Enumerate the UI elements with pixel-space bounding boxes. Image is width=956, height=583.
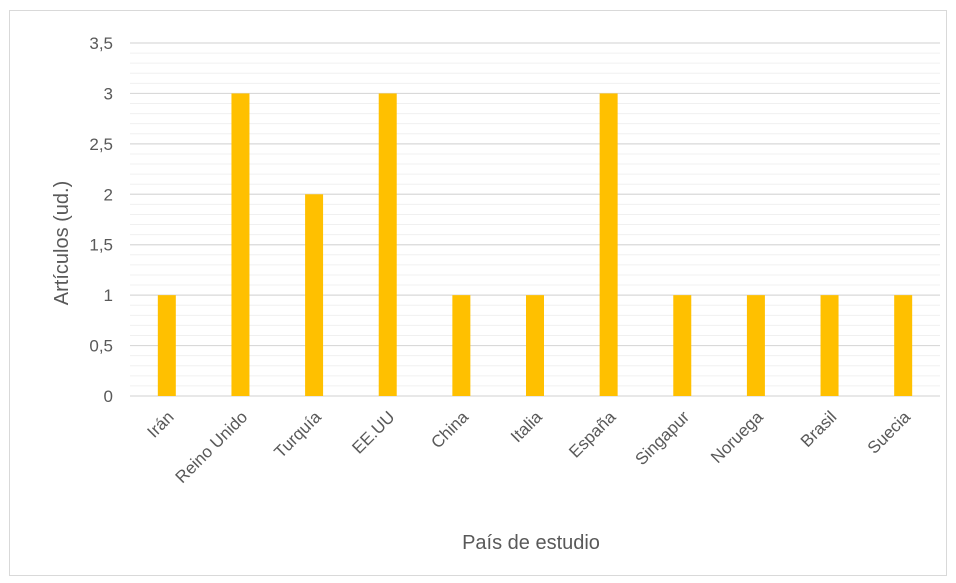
- x-tick-label: España: [565, 407, 620, 462]
- chart-frame: [9, 10, 947, 576]
- x-tick-label: Brasil: [797, 407, 840, 450]
- x-axis-title: País de estudio: [462, 532, 600, 554]
- x-tick-label: Singapur: [632, 407, 694, 469]
- y-tick-label: 2,5: [89, 135, 113, 154]
- y-tick-label: 3: [104, 84, 113, 103]
- bar: [452, 295, 471, 396]
- y-tick-label: 2: [104, 185, 113, 204]
- y-tick-label: 3,5: [89, 34, 113, 53]
- x-tick-label: China: [427, 407, 472, 452]
- y-tick-label: 0,5: [89, 337, 113, 356]
- bar: [231, 93, 250, 396]
- x-tick-label: Reino Unido: [172, 407, 252, 487]
- y-axis-title: Artículos (ud.): [51, 181, 73, 305]
- x-tick-label: Italia: [507, 407, 546, 446]
- x-tick-label: Noruega: [707, 407, 767, 467]
- x-tick-label: Irán: [143, 407, 177, 441]
- bar: [599, 93, 618, 396]
- y-axis-ticks: 0 0,5 1 1,5 2 2,5 3 3,5: [89, 34, 113, 406]
- y-tick-label: 1,5: [89, 236, 113, 255]
- bar: [746, 295, 765, 396]
- bar: [894, 295, 913, 396]
- bar: [157, 295, 176, 396]
- y-tick-label: 0: [104, 387, 113, 406]
- x-tick-label: EE.UU: [348, 407, 398, 457]
- bar: [378, 93, 397, 396]
- bar: [305, 194, 324, 396]
- bar: [673, 295, 692, 396]
- bar: [820, 295, 839, 396]
- bars: [157, 93, 913, 396]
- bar: [526, 295, 544, 396]
- x-tick-label: Suecia: [864, 407, 915, 458]
- y-tick-label: 1: [104, 286, 113, 305]
- x-tick-label: Turquía: [270, 407, 325, 462]
